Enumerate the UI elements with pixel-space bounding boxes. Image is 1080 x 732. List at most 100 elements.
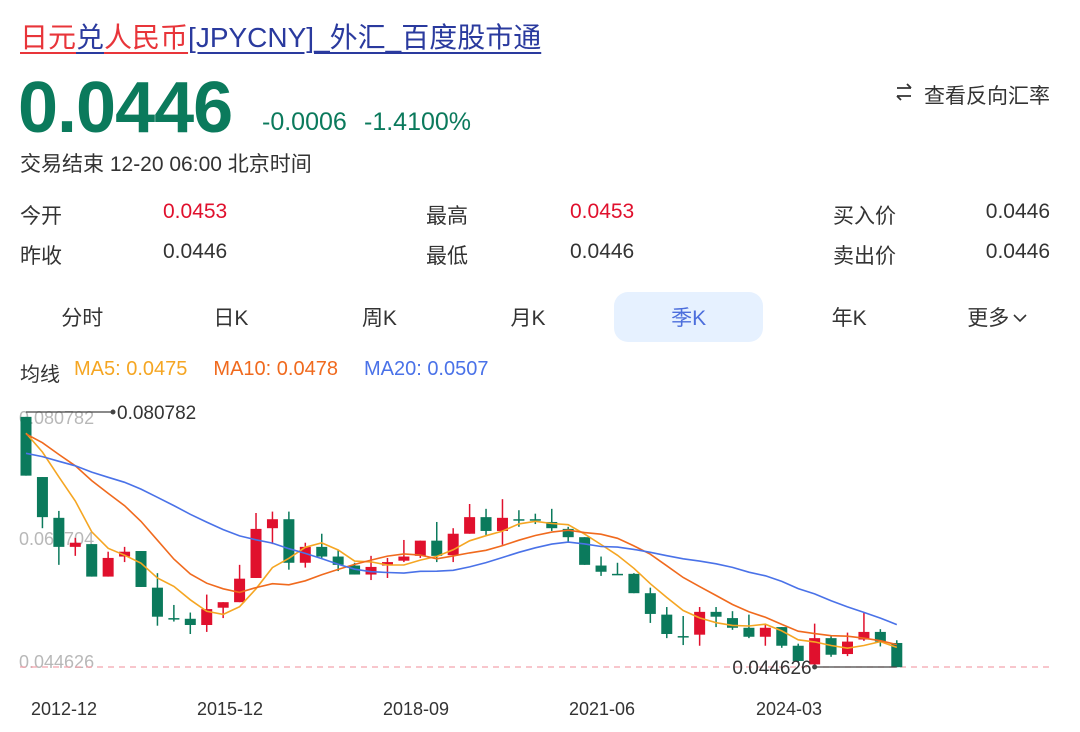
candle-body xyxy=(398,556,410,561)
tab-label: 更多 xyxy=(967,307,1010,330)
candle-body xyxy=(381,562,393,566)
candle-body xyxy=(644,593,656,614)
tab-weekly-k[interactable]: 周K xyxy=(305,292,454,342)
title-segment[interactable]: 兑 xyxy=(76,22,105,53)
candle-body xyxy=(184,618,196,626)
price-change-percent: -1.4100% xyxy=(364,108,472,136)
legend-ma20: MA20: 0.0507 xyxy=(363,358,489,380)
ask-value: 0.0446 xyxy=(985,240,1050,263)
candle-body xyxy=(891,642,903,668)
candle-body xyxy=(792,645,804,661)
candle-body xyxy=(316,546,328,557)
bid-value: 0.0446 xyxy=(985,200,1050,223)
candle-body xyxy=(447,533,459,556)
candle-body xyxy=(496,517,508,531)
period-tabs: 分时 日K 周K 月K 季K 年K 更多 xyxy=(8,292,1072,342)
candle-body xyxy=(595,565,607,572)
tab-label: 年K xyxy=(831,307,867,330)
candle-body xyxy=(546,521,558,529)
tab-intraday[interactable]: 分时 xyxy=(8,292,157,342)
legend-ma5: MA5: 0.0475 xyxy=(74,358,188,380)
candle-body xyxy=(661,614,673,634)
prev-close-value: 0.0446 xyxy=(163,240,228,263)
candle-body xyxy=(825,638,837,655)
min-marker-dot xyxy=(812,664,818,670)
candle-body xyxy=(611,573,623,576)
page-title[interactable]: 日元兑人民币[JPYCNY]_外汇_百度股市通 xyxy=(20,18,541,58)
candle-body xyxy=(710,611,722,617)
x-tick-label: 2012-12 xyxy=(31,699,97,719)
candle-body xyxy=(349,565,361,575)
swap-arrows-icon xyxy=(894,83,914,107)
candle-body xyxy=(151,587,163,617)
candle-body xyxy=(201,609,213,626)
candle-body xyxy=(513,519,525,521)
chevron-down-icon xyxy=(1009,305,1028,329)
current-price: 0.0446 xyxy=(18,68,233,148)
ma-legend: 均线 MA5: 0.0475 MA10: 0.0478 MA20: 0.0507 xyxy=(20,358,488,387)
candle-body xyxy=(53,517,65,547)
candle-body xyxy=(809,638,821,665)
candle-body xyxy=(119,551,131,557)
title-segment[interactable]: 人民币 xyxy=(104,22,189,53)
candle-body xyxy=(628,573,640,594)
ma20-line xyxy=(25,452,898,626)
tab-label: 月K xyxy=(510,307,546,330)
candle-body xyxy=(234,578,246,603)
legend-title: 均线 xyxy=(20,364,60,386)
tab-more[interactable]: 更多 xyxy=(923,292,1072,342)
title-segment[interactable]: 日元 xyxy=(20,22,77,53)
candle-body xyxy=(69,542,81,547)
candle-body xyxy=(283,519,295,563)
candle-body xyxy=(250,528,262,578)
candle-body xyxy=(759,627,771,637)
y-tick-label: 0.080782 xyxy=(19,408,94,428)
candle-body xyxy=(20,416,32,476)
max-marker-dot xyxy=(110,409,116,415)
tab-label: 分时 xyxy=(61,307,104,330)
candle-body xyxy=(743,627,755,637)
candle-body xyxy=(102,557,114,577)
candle-body xyxy=(299,546,311,563)
candle-body xyxy=(677,636,689,638)
candle-body xyxy=(480,517,492,531)
ma10-line xyxy=(25,433,897,646)
candle-body xyxy=(36,477,48,518)
tab-daily-k[interactable]: 日K xyxy=(157,292,306,342)
min-value-label: 0.044626 xyxy=(732,658,811,679)
max-value-label: 0.080782 xyxy=(117,403,196,424)
y-tick-label: 0.044626 xyxy=(19,652,94,672)
candle-body xyxy=(86,544,98,577)
candle-body xyxy=(365,566,377,575)
tab-label: 季K xyxy=(671,307,707,330)
candle-body xyxy=(217,602,229,608)
candle-body xyxy=(874,631,886,642)
x-tick-label: 2021-06 xyxy=(569,699,635,719)
bid-label: 买入价 xyxy=(833,205,896,228)
tab-quarterly-k[interactable]: 季K xyxy=(614,292,763,342)
ma5-line xyxy=(25,432,898,650)
legend-ma10: MA10: 0.0478 xyxy=(213,358,338,380)
high-value: 0.0453 xyxy=(570,200,635,223)
candle-body xyxy=(529,519,541,521)
tab-label: 日K xyxy=(213,307,249,330)
prev-close-label: 昨收 xyxy=(20,245,62,268)
high-label: 最高 xyxy=(426,205,468,228)
reverse-rate-label: 查看反向汇率 xyxy=(924,85,1050,108)
candle-body xyxy=(858,631,870,640)
price-change: -0.0006 xyxy=(262,108,347,136)
reverse-rate-button[interactable]: 查看反向汇率 xyxy=(894,80,1050,110)
low-value: 0.0446 xyxy=(570,240,635,263)
tab-yearly-k[interactable]: 年K xyxy=(775,292,924,342)
candle-body xyxy=(135,551,147,587)
candle-body xyxy=(726,618,738,628)
title-segment[interactable]: [JPYCNY]_外汇_百度股市通 xyxy=(188,22,542,53)
candle-body xyxy=(168,618,180,620)
open-label: 今开 xyxy=(20,205,62,228)
open-value: 0.0453 xyxy=(163,200,228,223)
tab-label: 周K xyxy=(361,307,397,330)
tab-monthly-k[interactable]: 月K xyxy=(454,292,603,342)
candle-body xyxy=(579,537,591,565)
candle-body xyxy=(562,528,574,538)
